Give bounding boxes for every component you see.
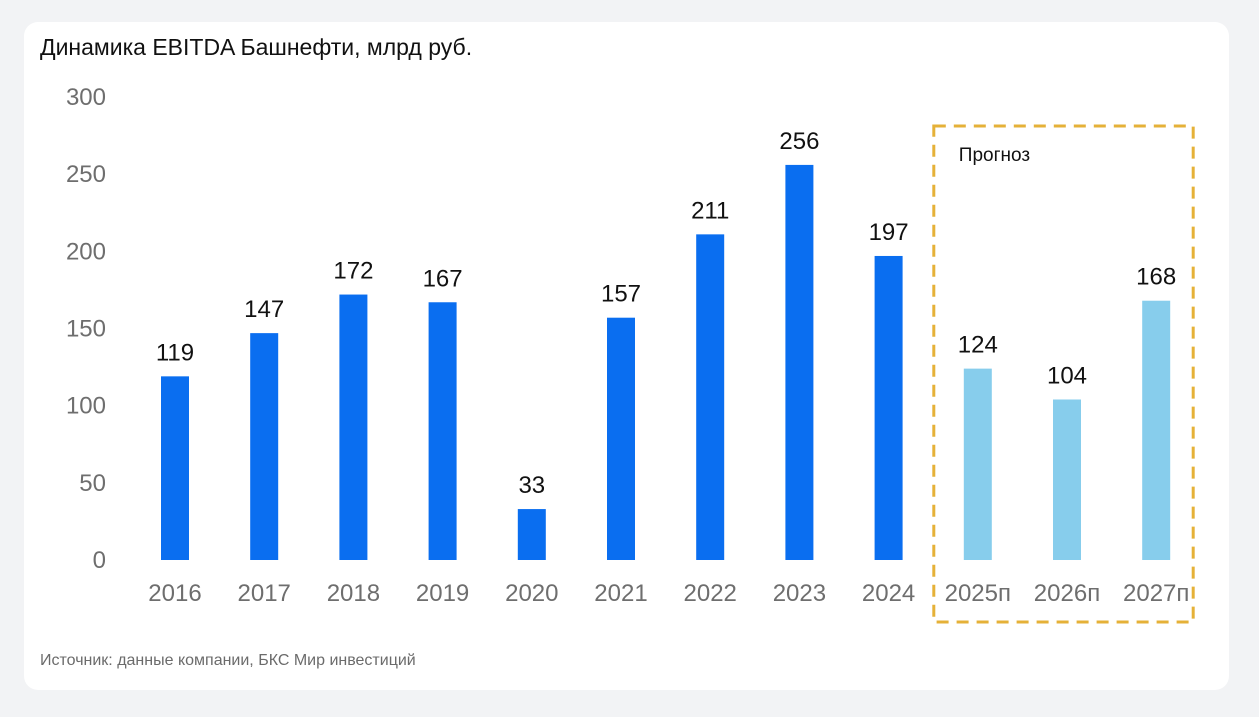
x-tick-label: 2026п — [1034, 580, 1100, 607]
x-axis: 2016 2017 2018 2019 2020 2021 2022 2023 2024 2025… — [148, 580, 1189, 607]
data-label: 172 — [333, 258, 373, 285]
forecast-label: Прогноз — [959, 145, 1030, 166]
bar — [874, 255, 903, 561]
forecast-box — [932, 124, 1195, 624]
data-label: 124 — [958, 332, 998, 359]
y-tick-label: 0 — [93, 547, 106, 574]
x-tick-label: 2019 — [416, 580, 469, 607]
data-label: 104 — [1047, 362, 1087, 389]
y-tick-label: 50 — [79, 470, 106, 497]
bar — [250, 333, 279, 560]
forecast-region: Прогноз — [932, 124, 1195, 624]
x-tick-label: 2017 — [238, 580, 291, 607]
x-tick-label: 2027п — [1123, 580, 1189, 607]
data-label: 33 — [518, 472, 545, 499]
y-tick-label: 200 — [66, 238, 106, 265]
y-tick-label: 300 — [66, 84, 106, 111]
x-tick-label: 2022 — [684, 580, 737, 607]
forecast-bar — [963, 368, 992, 560]
bar — [428, 302, 457, 560]
bar — [339, 294, 368, 560]
x-tick-label: 2024 — [862, 580, 915, 607]
x-tick-label: 2018 — [327, 580, 380, 607]
bar — [517, 509, 546, 560]
forecast-bar — [1142, 300, 1171, 560]
x-tick-label: 2023 — [773, 580, 826, 607]
data-label: 256 — [779, 128, 819, 155]
x-tick-label: 2021 — [594, 580, 647, 607]
data-label: 157 — [601, 281, 641, 308]
y-tick-label: 250 — [66, 161, 106, 188]
forecast-bar — [1053, 399, 1081, 560]
bars: 119 147 172 167 33 157 211 256 197 124 104 168 — [156, 128, 1176, 561]
data-label: 168 — [1136, 264, 1176, 291]
y-tick-label: 150 — [66, 316, 106, 343]
x-tick-label: 2020 — [505, 580, 558, 607]
data-label: 167 — [423, 265, 463, 292]
x-tick-label: 2016 — [148, 580, 201, 607]
y-axis: 0 50 100 150 200 250 300 — [66, 84, 106, 574]
data-label: 197 — [869, 219, 909, 246]
chart-title: Динамика EBITDA Башнефти, млрд руб. — [40, 34, 473, 60]
data-label: 147 — [244, 296, 284, 323]
bar — [607, 317, 635, 560]
data-label: 119 — [156, 339, 194, 366]
bar — [161, 376, 189, 560]
y-tick-label: 100 — [66, 393, 106, 420]
bar — [785, 164, 814, 560]
data-label: 211 — [691, 197, 729, 224]
source-note: Источник: данные компании, БКС Мир инвес… — [40, 652, 416, 669]
bar — [696, 234, 725, 560]
x-tick-label: 2025п — [945, 580, 1011, 607]
